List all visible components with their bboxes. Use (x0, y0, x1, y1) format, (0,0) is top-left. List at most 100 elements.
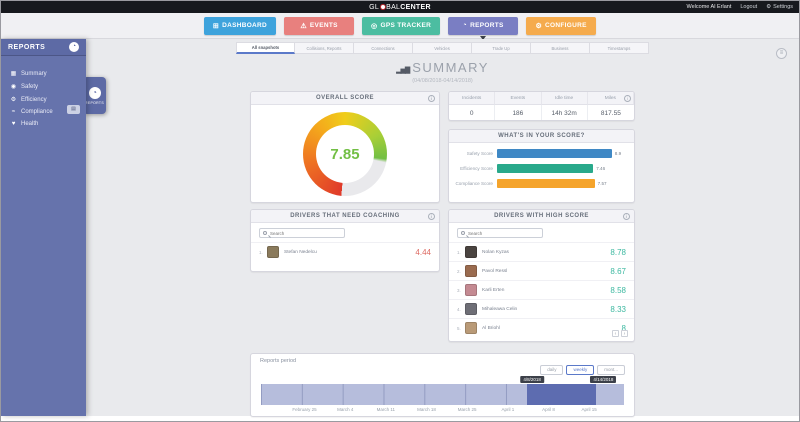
high-score-header: DRIVERS WITH HIGH SCORE (449, 210, 634, 223)
timeline-axis: February 25 March 4 March 11 March 18 Ma… (261, 407, 624, 415)
logo-text-gl: GL (369, 3, 380, 11)
axis-label: March 25 (457, 407, 477, 412)
score-breakdown-chart: Safety Score 8.9 Efficiency Score (449, 143, 634, 198)
main-content: All snapshots Collisions, Reports Connec… (86, 39, 799, 417)
page-prev-button[interactable]: ‹ (612, 330, 619, 337)
tab-all-snapshots[interactable]: All snapshots (236, 42, 295, 54)
tab-timestamps[interactable]: Timestamps (590, 42, 649, 54)
info-icon[interactable] (623, 213, 630, 220)
driver-name: Al Briohl (482, 325, 500, 331)
stat-header-idle-time: Idle time (541, 92, 588, 105)
page-title: ▂▅▇ SUMMARY (86, 59, 799, 77)
sidebar-item-label: Safety (21, 83, 39, 90)
sidebar-item-summary[interactable]: ▦ Summary (1, 67, 86, 80)
stat-value-idle-time: 14h 32m (542, 105, 588, 120)
sidebar-item-health[interactable]: ♥ Health (1, 118, 86, 130)
high-score-driver-row[interactable]: 4. Mihaleawa Celin 8.33 (449, 299, 634, 318)
badge-label: REPORTS (85, 100, 104, 105)
axis-label: April 1 (501, 407, 515, 412)
stats-table: Incidents Events Idle time Miles 0 186 1… (449, 92, 634, 120)
driver-name: Pavol Ressl (482, 268, 508, 274)
nav-events-button[interactable]: ⚠ EVENTS (284, 16, 355, 35)
safety-score-value: 8.9 (614, 151, 622, 156)
search-icon (461, 231, 465, 235)
search-icon (263, 231, 267, 235)
tab-connections[interactable]: Connections (354, 42, 413, 54)
nav-reports-button[interactable]: ◔ REPORTS (448, 16, 519, 40)
overall-score-title: OVERALL SCORE (315, 95, 375, 101)
configure-icon: ⚙ (535, 22, 543, 30)
score-gauge-inner: 7.85 (316, 125, 374, 183)
bar-label-safety: Safety Score (466, 151, 493, 156)
overall-score-header: OVERALL SCORE (251, 92, 439, 105)
high-score-title: DRIVERS WITH HIGH SCORE (494, 213, 589, 219)
info-icon[interactable] (428, 95, 435, 102)
high-score-driver-row[interactable]: 2. Pavol Ressl 8.67 (449, 261, 634, 280)
driver-score: 8.78 (610, 247, 626, 257)
coaching-driver-row[interactable]: 1. Stefan Nedelcu 4.44 (251, 242, 439, 261)
info-icon[interactable] (624, 95, 631, 102)
driver-score: 4.44 (415, 247, 431, 257)
stat-header-events: Events (495, 92, 542, 105)
high-score-search-input[interactable] (458, 230, 542, 236)
weekly-button[interactable]: weekly (566, 365, 595, 375)
axis-label: March 4 (337, 407, 354, 412)
axis-label: February 25 (292, 407, 317, 412)
sidebar-item-compliance[interactable]: ≈ Compliance (1, 106, 86, 118)
sidebar-mini-button[interactable]: ▤ (67, 105, 80, 114)
high-score-driver-row[interactable]: 1. Nolan Kyzas 8.78 (449, 242, 634, 261)
date-range: (04/08/2018-04/14/2018) (412, 78, 473, 84)
pie-chart-icon[interactable]: ◔ (69, 42, 79, 52)
info-icon[interactable] (428, 213, 435, 220)
driver-avatar (465, 322, 477, 334)
driver-name: Nolan Kyzas (482, 249, 509, 255)
tab-trade-up[interactable]: Trade Up (472, 42, 531, 54)
nav-configure-button[interactable]: ⚙ CONFIGURE (526, 16, 597, 35)
summary-icon: ▦ (10, 71, 17, 77)
tab-business[interactable]: Business (531, 42, 590, 54)
driver-avatar (465, 284, 477, 296)
safety-score-bar (497, 149, 612, 158)
tab-collisions-reports[interactable]: Collisions, Reports (295, 42, 354, 54)
driver-avatar (465, 265, 477, 277)
pie-chart-icon: ◔ (88, 86, 101, 99)
nav-events-label: EVENTS (309, 22, 338, 29)
logout-link[interactable]: Logout (740, 4, 758, 10)
driver-rank: 3. (457, 287, 461, 293)
high-score-driver-row[interactable]: 3. Karli Erten 8.58 (449, 280, 634, 299)
main-nav: ⊞ DASHBOARD ⚠ EVENTS ◎ GPS TRACKER ◔ REP… (1, 13, 799, 40)
panel-menu-button[interactable]: ≡ (776, 48, 787, 59)
daily-button[interactable]: daily (540, 365, 564, 375)
page-next-button[interactable]: › (621, 330, 628, 337)
timeline-band[interactable] (261, 384, 624, 405)
high-score-driver-row[interactable]: 5. Al Briohl 8 (449, 318, 634, 337)
reports-quick-badge[interactable]: ◔ REPORTS (83, 77, 106, 114)
sidebar-item-efficiency[interactable]: ⚙ Efficiency (1, 93, 86, 106)
stat-value-miles: 817.55 (600, 109, 621, 117)
timeline-selection[interactable] (527, 384, 597, 405)
nav-dashboard-button[interactable]: ⊞ DASHBOARD (203, 16, 277, 35)
coaching-search-input[interactable] (260, 230, 344, 236)
pagination: ‹ › (612, 330, 628, 337)
driver-rank: 1. (259, 249, 263, 255)
sidebar-item-safety[interactable]: ◉ Safety (1, 80, 86, 93)
monthly-button[interactable]: mont... (597, 365, 625, 375)
stats-card: Incidents Events Idle time Miles 0 186 1… (448, 91, 635, 121)
high-score-card: DRIVERS WITH HIGH SCORE 1. Nolan Kyzas 8… (448, 209, 635, 342)
coaching-card: DRIVERS THAT NEED COACHING 1. Stefan Ned… (250, 209, 440, 272)
efficiency-score-bar (497, 164, 594, 173)
score-breakdown-header: WHAT'S IN YOUR SCORE? (449, 130, 634, 143)
reports-period-card: Reports period daily weekly mont... 4/8/… (250, 353, 635, 417)
nav-reports-label: REPORTS (470, 22, 504, 29)
nav-gps-tracker-button[interactable]: ◎ GPS TRACKER (362, 16, 441, 35)
settings-link[interactable]: ⚙ Settings (766, 4, 793, 10)
driver-score: 8.58 (610, 285, 626, 295)
tab-vehicles[interactable]: Vehicles (413, 42, 472, 54)
efficiency-icon: ⚙ (10, 97, 17, 103)
sidebar-item-label: Health (21, 121, 39, 127)
sidebar-header: REPORTS ◔ (1, 39, 86, 56)
right-column: Incidents Events Idle time Miles 0 186 1… (448, 91, 635, 203)
reports-icon: ◔ (462, 22, 468, 29)
driver-rank: 5. (457, 325, 461, 331)
